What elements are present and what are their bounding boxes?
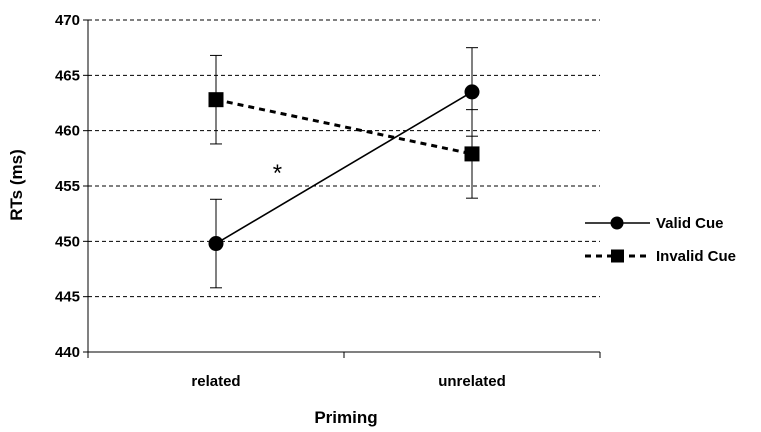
data-point-circle bbox=[464, 84, 480, 100]
data-point-circle bbox=[208, 236, 224, 252]
y-tick-label: 450 bbox=[55, 233, 80, 250]
axes: 440 445 450 455 460 465 470 related unrelated bbox=[55, 12, 601, 390]
x-tick-label: related bbox=[191, 373, 240, 390]
annotations: * bbox=[273, 160, 282, 187]
series-line-invalid-cue bbox=[215, 98, 473, 156]
y-tick-label: 455 bbox=[55, 178, 80, 195]
data-point-square bbox=[208, 92, 224, 108]
x-axis-title: Priming bbox=[314, 408, 377, 427]
x-tick-label: unrelated bbox=[438, 373, 506, 390]
significance-asterisk: * bbox=[273, 160, 282, 187]
y-tick-label: 445 bbox=[55, 289, 80, 306]
y-tick-label: 440 bbox=[55, 344, 80, 361]
legend-marker-circle bbox=[610, 216, 624, 230]
legend-label: Invalid Cue bbox=[656, 248, 736, 265]
data-point-square bbox=[464, 146, 480, 162]
y-axis-title: RTs (ms) bbox=[7, 149, 26, 220]
series bbox=[208, 47, 480, 289]
y-tick-label: 460 bbox=[55, 123, 80, 140]
legend: Valid Cue Invalid Cue bbox=[585, 215, 736, 265]
legend-label: Valid Cue bbox=[656, 215, 724, 232]
y-tick-label: 465 bbox=[55, 67, 80, 84]
series-line-valid-cue bbox=[215, 91, 473, 245]
legend-marker-square bbox=[611, 249, 624, 263]
y-tick-label: 470 bbox=[55, 12, 80, 29]
gridlines bbox=[88, 19, 600, 298]
